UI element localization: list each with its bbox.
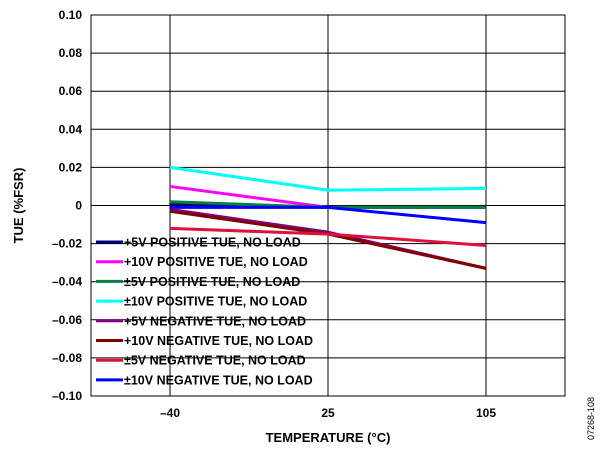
legend-entry: ±10V POSITIVE TUE, NO LOAD	[96, 295, 307, 309]
legend-entry: ±5V NEGATIVE TUE, NO LOAD	[96, 354, 306, 368]
x-tick-label: 25	[321, 406, 335, 420]
y-tick-label: –0.10	[52, 389, 82, 403]
legend-entry: +5V POSITIVE TUE, NO LOAD	[96, 236, 301, 250]
plot-frame	[90, 14, 566, 397]
legend-label: +10V NEGATIVE TUE, NO LOAD	[124, 334, 313, 348]
y-tick-label: –0.06	[52, 313, 82, 327]
series-line	[169, 226, 487, 248]
y-tick-label: –0.08	[52, 351, 82, 365]
series-line	[169, 165, 487, 192]
y-tick-label: 0.02	[59, 160, 83, 174]
x-tick-label: 105	[476, 406, 496, 420]
legend-entry: ±5V POSITIVE TUE, NO LOAD	[96, 275, 300, 289]
legend-label: ±10V POSITIVE TUE, NO LOAD	[124, 295, 307, 309]
x-tick-labels: –40 25 105	[160, 406, 496, 420]
y-tick-label: 0.10	[59, 8, 83, 22]
y-tick-label: –0.04	[52, 275, 82, 289]
y-tick-labels: 0.10 0.08 0.06 0.04 0.02 0 –0.02 –0.04 –0.06 –0.0…	[52, 8, 82, 403]
legend-label: +10V POSITIVE TUE, NO LOAD	[124, 255, 308, 269]
legend: +5V POSITIVE TUE, NO LOAD +10V POSITIVE T…	[96, 236, 313, 387]
figure-code: 07268-108	[586, 397, 596, 440]
y-axis-title: TUE (%FSR)	[11, 168, 26, 244]
y-tick-label: 0	[75, 199, 82, 213]
y-tick-label: 0.08	[59, 46, 83, 60]
legend-label: ±5V NEGATIVE TUE, NO LOAD	[124, 354, 306, 368]
legend-label: ±5V POSITIVE TUE, NO LOAD	[124, 275, 300, 289]
y-tick-label: 0.06	[59, 84, 83, 98]
legend-entry: ±10V NEGATIVE TUE, NO LOAD	[96, 373, 313, 387]
y-tick-label: 0.04	[59, 122, 83, 136]
legend-entry: +10V NEGATIVE TUE, NO LOAD	[96, 334, 313, 348]
x-axis-title: TEMPERATURE (°C)	[266, 430, 391, 445]
legend-label: +5V POSITIVE TUE, NO LOAD	[124, 236, 301, 250]
x-tick-label: –40	[160, 406, 180, 420]
legend-label: ±10V NEGATIVE TUE, NO LOAD	[124, 373, 313, 387]
legend-label: +5V NEGATIVE TUE, NO LOAD	[124, 314, 306, 328]
legend-entry: +10V POSITIVE TUE, NO LOAD	[96, 255, 308, 269]
series-lines	[169, 165, 487, 270]
legend-entry: +5V NEGATIVE TUE, NO LOAD	[96, 314, 306, 328]
series-line	[170, 205, 487, 225]
y-tick-label: –0.02	[52, 237, 82, 251]
